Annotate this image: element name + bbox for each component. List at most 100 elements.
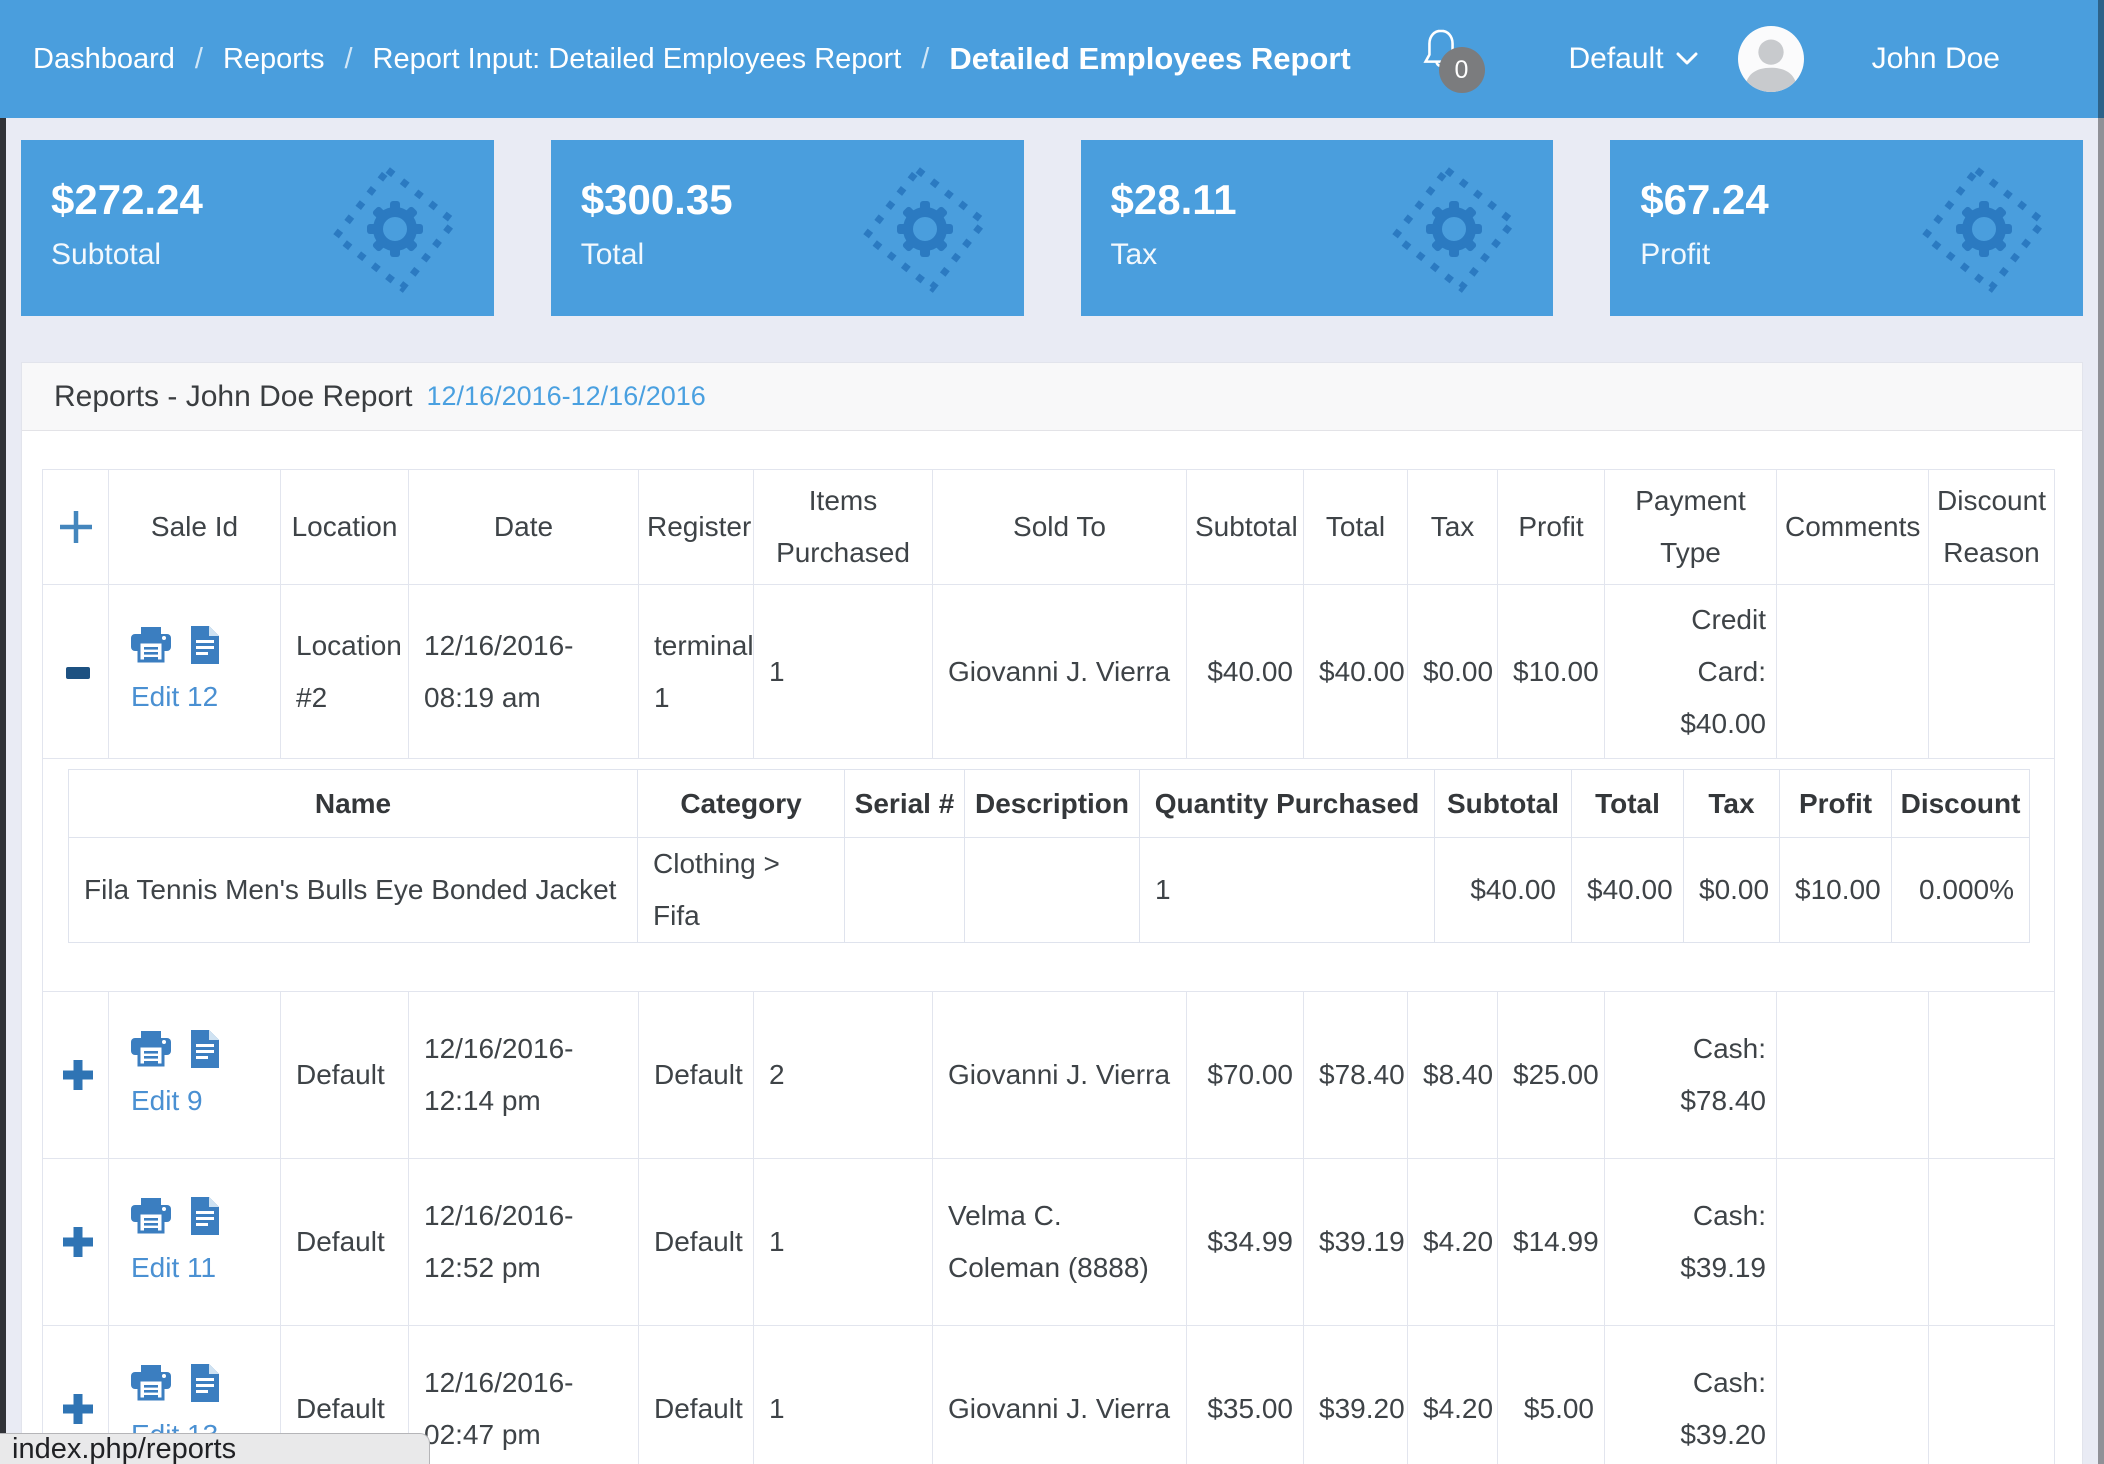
stat-label: Subtotal [51, 238, 162, 271]
scrollbar-track[interactable] [2098, 0, 2104, 1464]
stat-card-tax: $28.11 Tax [1080, 140, 1554, 316]
cell-items-purchased: 2 [753, 991, 933, 1159]
edit-link[interactable]: Edit 9 [131, 1084, 203, 1116]
cell-register: Default [638, 1158, 754, 1326]
cell-discount-reason [1928, 991, 2055, 1159]
stat-value: $272.24 [51, 176, 203, 223]
document-icon[interactable] [189, 1363, 221, 1402]
avatar[interactable] [1737, 26, 1804, 92]
sale-item-row: Fila Tennis Men's Bulls Eye Bonded Jacke… [68, 837, 2030, 943]
cell-subtotal: $40.00 [1186, 584, 1304, 759]
cell-subtotal: $35.00 [1186, 1325, 1304, 1464]
col-header-total: Total [1303, 469, 1408, 585]
breadcrumb-dashboard[interactable]: Dashboard [33, 42, 175, 75]
document-icon[interactable] [189, 1029, 221, 1068]
cell-subtotal: $70.00 [1186, 991, 1304, 1159]
collapse-row-icon[interactable] [66, 667, 90, 680]
item-tax: $0.00 [1683, 837, 1780, 943]
gear-diamond-icon [330, 164, 460, 294]
stat-value: $300.35 [580, 176, 733, 223]
cell-comments [1776, 991, 1929, 1159]
table-row: Edit 13 Default 12/16/2016- 02:47 pm Def… [42, 1325, 2055, 1464]
col-header-sold-to: Sold To [932, 469, 1187, 585]
cell-sale-items: Name Category Serial # Description Quant… [42, 758, 2055, 992]
print-icon[interactable] [131, 1030, 171, 1067]
cell-comments [1776, 1325, 1929, 1464]
cell-items-purchased: 1 [753, 584, 933, 759]
expand-row-icon[interactable] [61, 1392, 95, 1426]
cell-payment-type: Cash: $78.40 [1604, 991, 1777, 1159]
panel-header: Reports - John Doe Report 12/16/2016-12/… [22, 363, 2082, 431]
cell-payment-type: Cash: $39.19 [1604, 1158, 1777, 1326]
stat-card-subtotal: $272.24 Subtotal [21, 140, 494, 316]
collapsed-sidebar-edge [0, 118, 6, 1464]
document-icon[interactable] [189, 626, 221, 664]
item-quantity: 1 [1139, 837, 1435, 943]
col-header-location: Location [280, 469, 409, 585]
stat-card-total: $300.35 Total [550, 140, 1024, 316]
notification-count-badge: 0 [1438, 47, 1485, 93]
notifications-button[interactable]: 0 [1419, 21, 1485, 97]
cell-comments [1776, 584, 1929, 759]
cell-total: $39.19 [1303, 1158, 1408, 1326]
breadcrumb-separator: / [344, 42, 353, 75]
cell-toggle [42, 584, 109, 759]
gear-diamond-icon [1389, 164, 1519, 294]
report-panel: Reports - John Doe Report 12/16/2016-12/… [21, 362, 2083, 1464]
edit-link[interactable]: Edit 12 [131, 681, 219, 712]
cell-date: 12/16/2016- 12:14 pm [408, 991, 639, 1159]
table-row: Edit 9 Default 12/16/2016- 12:14 pm Defa… [42, 991, 2055, 1159]
sub-col-header-tax: Tax [1683, 769, 1780, 838]
cell-discount-reason [1928, 1158, 2055, 1326]
item-category: Clothing > Fifa [637, 837, 845, 943]
topbar-right-cluster: 0 Default John Doe [1419, 21, 2000, 97]
stat-value: $67.24 [1640, 176, 1769, 223]
sub-col-header-description: Description [964, 769, 1140, 838]
stat-label: Profit [1640, 238, 1711, 271]
sub-col-header-subtotal: Subtotal [1434, 769, 1572, 838]
expand-all-icon[interactable] [57, 508, 95, 546]
cell-date: 12/16/2016- 12:52 pm [408, 1158, 639, 1326]
breadcrumb-reports[interactable]: Reports [222, 42, 325, 75]
date-range-link[interactable]: 12/16/2016-12/16/2016 [426, 381, 706, 411]
edit-link[interactable]: Edit 11 [131, 1251, 217, 1283]
cell-tax: $4.20 [1407, 1325, 1498, 1464]
cell-profit: $5.00 [1497, 1325, 1605, 1464]
col-header-register: Register [638, 469, 754, 585]
cell-total: $39.20 [1303, 1325, 1408, 1464]
col-header-tax: Tax [1407, 469, 1498, 585]
item-discount: 0.000% [1891, 837, 2030, 943]
print-icon[interactable] [131, 1197, 171, 1234]
cell-location: Location #2 [280, 584, 409, 759]
chevron-down-icon [1676, 52, 1698, 65]
cell-register: terminal 1 [638, 584, 754, 759]
print-icon[interactable] [131, 1364, 171, 1401]
cell-total: $40.00 [1303, 584, 1408, 759]
status-url: index.php/reports [12, 1432, 237, 1464]
cell-sold-to: Giovanni J. Vierra [932, 1325, 1187, 1464]
gear-diamond-icon [1919, 164, 2049, 294]
panel-title: Reports - John Doe Report [54, 379, 413, 413]
gear-diamond-icon [860, 164, 990, 294]
document-icon[interactable] [189, 1196, 221, 1235]
cell-payment-type: Cash: $39.20 [1604, 1325, 1777, 1464]
sub-table-header-row: Name Category Serial # Description Quant… [68, 769, 2030, 838]
stat-label: Tax [1110, 238, 1158, 271]
expand-row-icon[interactable] [61, 1225, 95, 1259]
expand-row-icon[interactable] [61, 1058, 95, 1092]
cell-profit: $25.00 [1497, 991, 1605, 1159]
cell-total: $78.40 [1303, 991, 1408, 1159]
cell-tax: $4.20 [1407, 1158, 1498, 1326]
user-name[interactable]: John Doe [1871, 42, 2000, 75]
expanded-detail-row: Name Category Serial # Description Quant… [42, 758, 2055, 992]
stat-label: Total [580, 238, 645, 271]
breadcrumb-report-input[interactable]: Report Input: Detailed Employees Report [372, 42, 902, 75]
stat-cards: $272.24 Subtotal $300.35 Total $28.11 Ta… [21, 140, 2083, 316]
store-switcher-dropdown[interactable]: Default [1569, 42, 1698, 76]
col-header-profit: Profit [1497, 469, 1605, 585]
sub-col-header-category: Category [637, 769, 845, 838]
cell-subtotal: $34.99 [1186, 1158, 1304, 1326]
col-header-payment-type: Payment Type [1604, 469, 1777, 585]
person-icon [1744, 39, 1797, 92]
print-icon[interactable] [131, 627, 171, 663]
